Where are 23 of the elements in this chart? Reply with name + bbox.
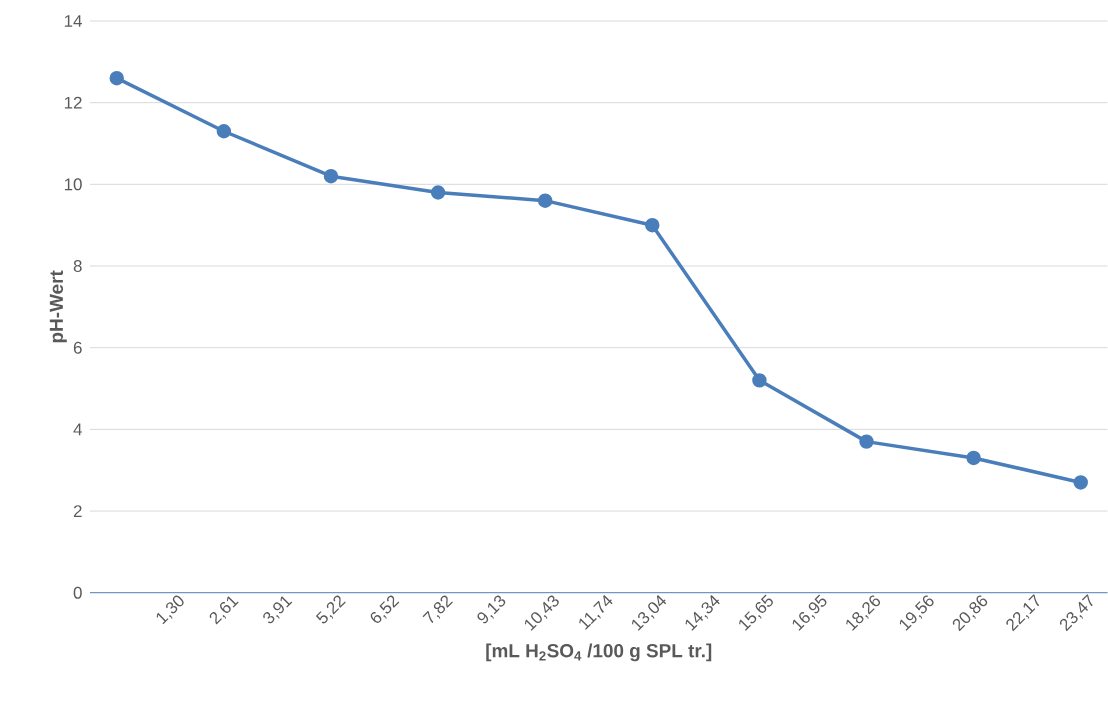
- x-tick-label: 3,91: [263, 596, 293, 624]
- point: [109, 71, 124, 86]
- y-tick-label: 14: [64, 15, 82, 27]
- point: [752, 373, 767, 388]
- y-tick-label: 8: [73, 260, 82, 273]
- x-tick-label: 7,82: [422, 595, 453, 624]
- point: [859, 434, 874, 449]
- y-axis-title: pH-Wert: [49, 270, 67, 343]
- y-tick-label: 4: [73, 423, 82, 436]
- x-tick-label: 6,52: [370, 595, 400, 624]
- y-tick-label: 2: [73, 505, 82, 518]
- point: [1073, 475, 1088, 490]
- point: [430, 185, 446, 200]
- x-axis-title: [mL H$_{2}$SO$_{4}$ /100 g SPL tr.]: [486, 643, 712, 662]
- point: [323, 169, 339, 184]
- point: [537, 193, 553, 209]
- point: [645, 218, 660, 233]
- y-tick-label: 6: [73, 341, 82, 354]
- point: [966, 450, 981, 466]
- point: [216, 124, 232, 139]
- y-tick-label: 12: [64, 96, 82, 109]
- y-tick-label: 0: [73, 586, 82, 599]
- y-tick-label: 10: [64, 178, 82, 191]
